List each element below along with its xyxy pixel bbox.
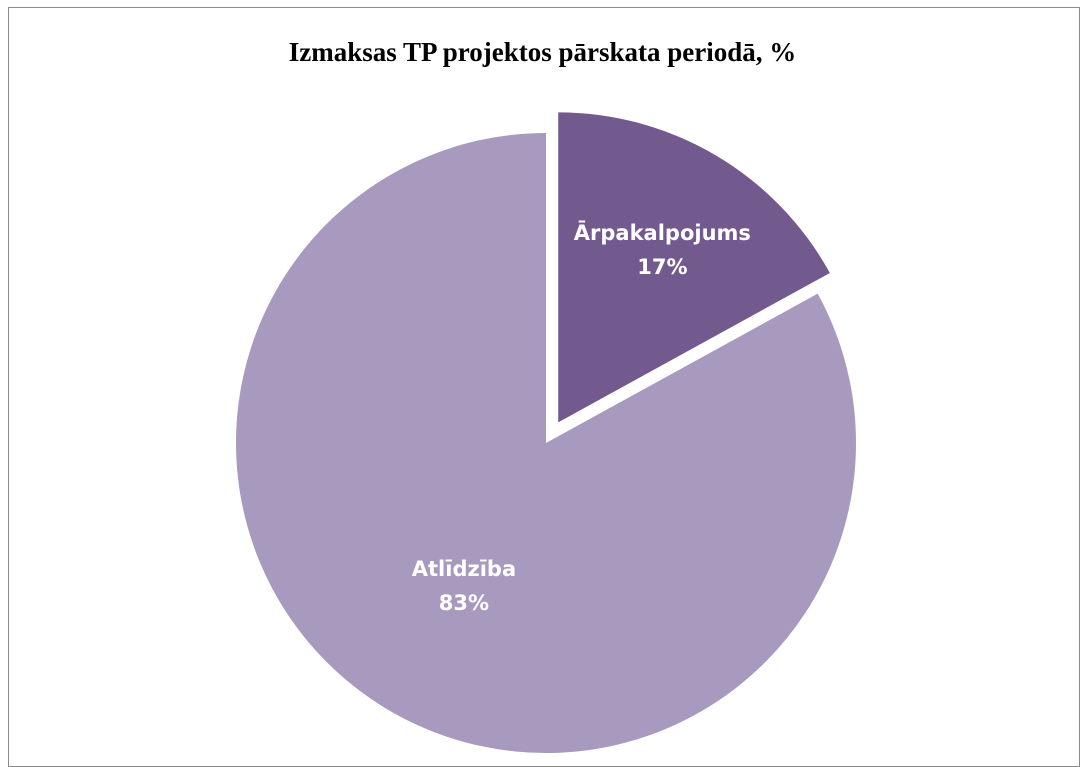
pie-labels: Ārpakalpojums 17% Atlīdzība 83% <box>412 220 751 615</box>
pie-slices <box>236 112 856 753</box>
slice-label-1: Ārpakalpojums <box>574 220 751 245</box>
chart-title: Izmaksas TP projektos pārskata periodā, … <box>288 37 797 67</box>
pie-slice-1 <box>558 112 830 423</box>
slice-value-label-2: 83% <box>439 591 489 615</box>
pie-slice-2 <box>236 133 856 753</box>
slice-value-label-1: 17% <box>637 255 687 279</box>
slice-label-2: Atlīdzība <box>412 557 516 581</box>
